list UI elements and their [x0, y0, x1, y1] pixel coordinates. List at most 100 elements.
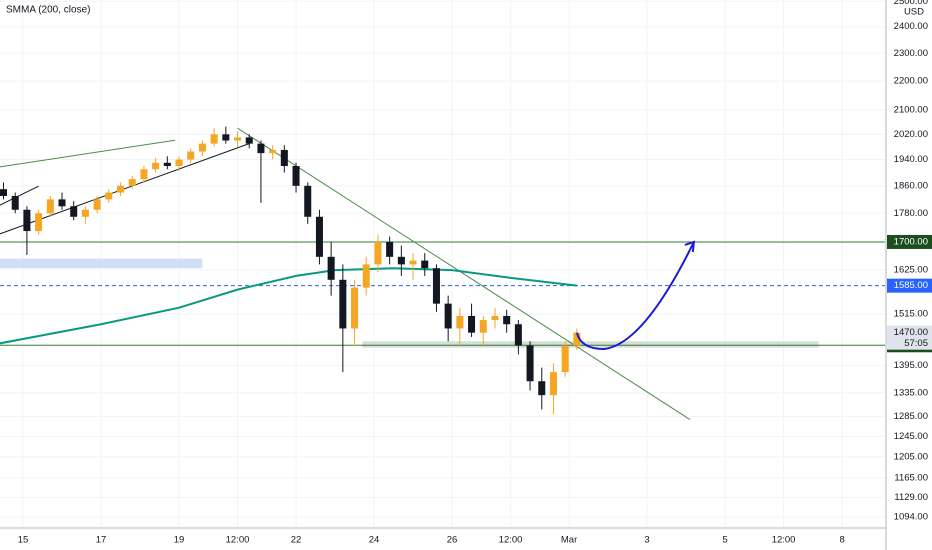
candle-body: [175, 159, 183, 166]
x-tick-label: 3: [644, 535, 649, 546]
last-price-label: 1470.00: [894, 327, 928, 338]
y-tick-label: 1335.00: [894, 387, 928, 398]
candle-body: [210, 134, 218, 144]
candle-body: [11, 195, 19, 210]
candle-body: [117, 185, 125, 193]
candle-body: [152, 162, 160, 170]
candle-body: [386, 241, 394, 257]
y-tick-label: 1245.00: [894, 431, 928, 442]
candle-body: [187, 151, 195, 160]
candle-body: [468, 315, 476, 333]
candle-body: [198, 143, 206, 152]
y-tick-label: 2400.00: [894, 21, 928, 32]
candle-body: [163, 162, 171, 166]
x-tick-label: 12:00: [772, 535, 796, 546]
y-tick-label: 2500.00: [894, 0, 928, 7]
y-tick-label: 1285.00: [894, 411, 928, 422]
candle-body: [105, 192, 113, 200]
candle-body: [339, 279, 347, 329]
countdown-label: 57:05: [904, 338, 928, 349]
candle-body: [432, 268, 440, 304]
indicator-label: SMMA (200, close): [6, 5, 90, 16]
indicator-line: [0, 267, 577, 345]
projection-curve: [575, 241, 695, 351]
candle-body: [538, 381, 546, 396]
last-price-tag: [887, 325, 932, 350]
zone: [362, 341, 819, 348]
candle-body: [93, 199, 101, 210]
candle-body: [327, 256, 335, 280]
x-tick-label: 24: [369, 535, 380, 546]
candle-body: [257, 143, 265, 154]
x-tick-label: 12:00: [226, 535, 250, 546]
candle-body: [58, 199, 66, 207]
candle-body: [315, 216, 323, 257]
candle-body: [35, 213, 43, 232]
candle-body: [561, 345, 569, 373]
candle-body: [222, 134, 230, 141]
candle-body: [444, 303, 452, 329]
y-tick-label: 1780.00: [894, 208, 928, 219]
x-tick-label: 26: [447, 535, 458, 546]
y-tick-label: 2200.00: [894, 76, 928, 87]
x-tick-label: 22: [291, 535, 302, 546]
candle-body: [397, 256, 405, 265]
candle-body: [269, 149, 277, 154]
x-tick-label: 5: [722, 535, 727, 546]
x-tick-label: 19: [174, 535, 185, 546]
candle-body: [23, 209, 31, 232]
candle-body: [234, 137, 242, 141]
y-tick-label: 1165.00: [894, 472, 928, 483]
candle-body: [351, 287, 359, 329]
candle-body: [573, 332, 581, 346]
candle-body: [81, 209, 89, 217]
trendline: [0, 185, 39, 206]
candle-body: [421, 260, 429, 269]
y-tick-label: 1515.00: [894, 308, 928, 319]
candle-body: [280, 149, 288, 166]
y-tick-label: 1860.00: [894, 180, 928, 191]
candle-body: [479, 320, 487, 333]
candle-body: [362, 264, 370, 288]
y-tick-label: 1094.00: [894, 512, 928, 523]
candle-body: [456, 315, 464, 329]
candle-body: [304, 185, 312, 217]
candle-body: [491, 315, 499, 321]
candle-body: [140, 169, 148, 180]
y-tick-label: 1395.00: [894, 360, 928, 371]
y-tick-label: 1625.00: [894, 265, 928, 276]
level-price-tag: [887, 234, 932, 249]
y-tick-label: 2100.00: [894, 105, 928, 116]
zone: [0, 258, 203, 269]
x-tick-label: 8: [839, 535, 844, 546]
candle-body: [409, 260, 417, 265]
trendline: [237, 127, 691, 420]
candle-body: [514, 324, 522, 346]
y-tick-label: 1940.00: [894, 154, 928, 165]
level-price-label: 1585.00: [894, 280, 928, 291]
x-tick-label: Mar: [561, 535, 577, 546]
candle-body: [503, 315, 511, 325]
y-tick-label: 1205.00: [894, 451, 928, 462]
y-tick-label: 2300.00: [894, 48, 928, 59]
x-tick-label: 17: [96, 535, 107, 546]
y-tick-label: 2020.00: [894, 129, 928, 140]
x-tick-label: 12:00: [499, 535, 523, 546]
candle-body: [526, 345, 534, 382]
candle-body: [292, 165, 300, 186]
candle-body: [70, 206, 78, 217]
level-price-tag: [887, 278, 932, 293]
candle-body: [245, 137, 253, 144]
candle-body: [549, 372, 557, 396]
level-price-label: 1700.00: [894, 236, 928, 247]
candle-body: [0, 189, 8, 196]
projection-arrowhead: [684, 240, 696, 253]
candle-body: [374, 241, 382, 265]
candle-body: [46, 199, 54, 214]
x-tick-label: 15: [18, 535, 29, 546]
currency-label: USD: [904, 7, 924, 18]
trendline: [0, 139, 176, 168]
candle-body: [128, 179, 136, 186]
y-tick-label: 1129.00: [894, 492, 928, 503]
